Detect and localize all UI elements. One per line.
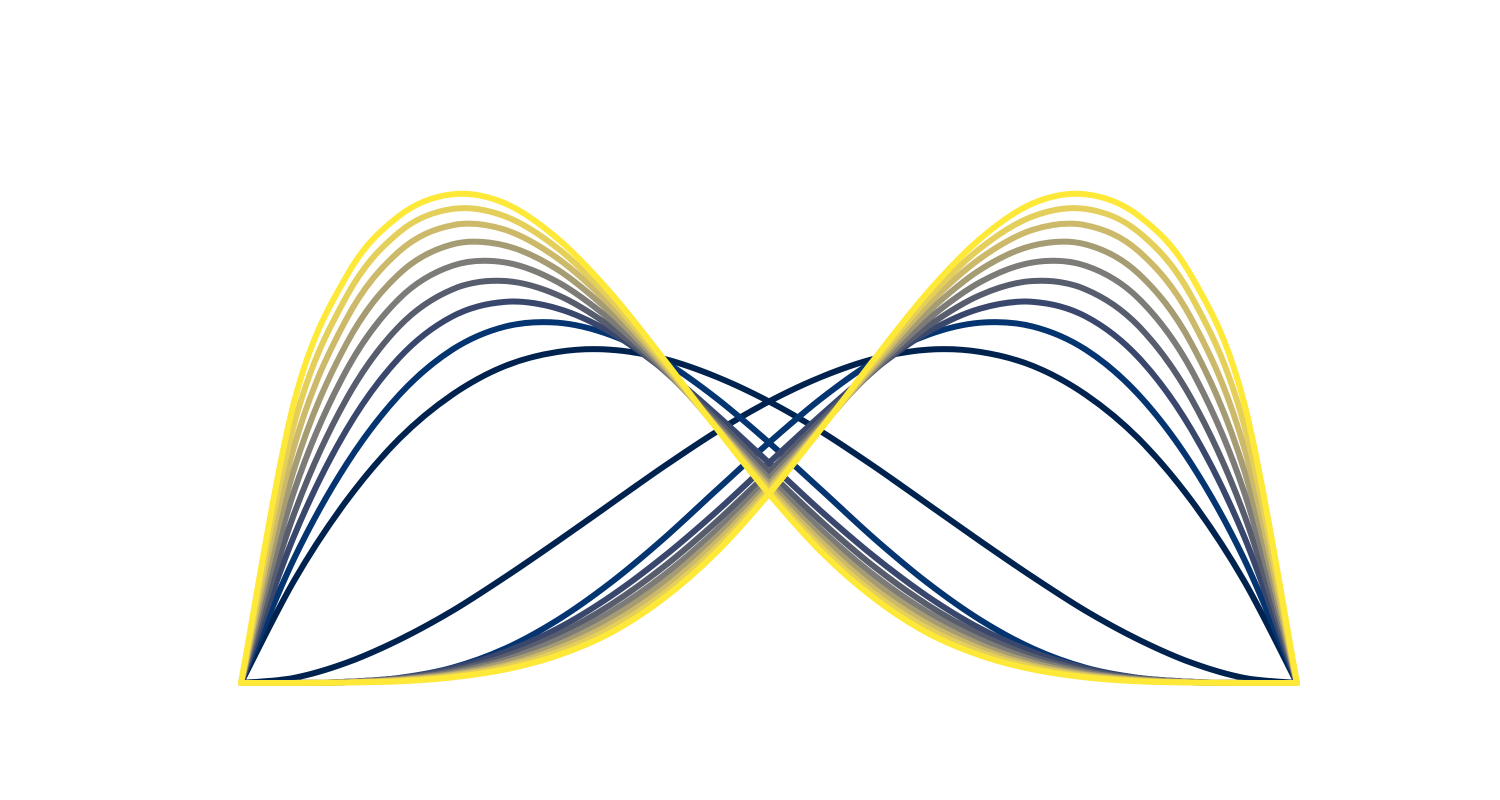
- curve-right-2: [238, 319, 1300, 687]
- curves-group: [238, 190, 1300, 687]
- curve-left-1: [238, 346, 1300, 686]
- curve-left-7: [238, 220, 1300, 687]
- curve-right-1: [238, 346, 1300, 686]
- curve-left-2: [238, 319, 1300, 687]
- curve-right-7: [238, 220, 1300, 687]
- curve-right-9: [238, 190, 1300, 687]
- curve-left-9: [238, 190, 1300, 687]
